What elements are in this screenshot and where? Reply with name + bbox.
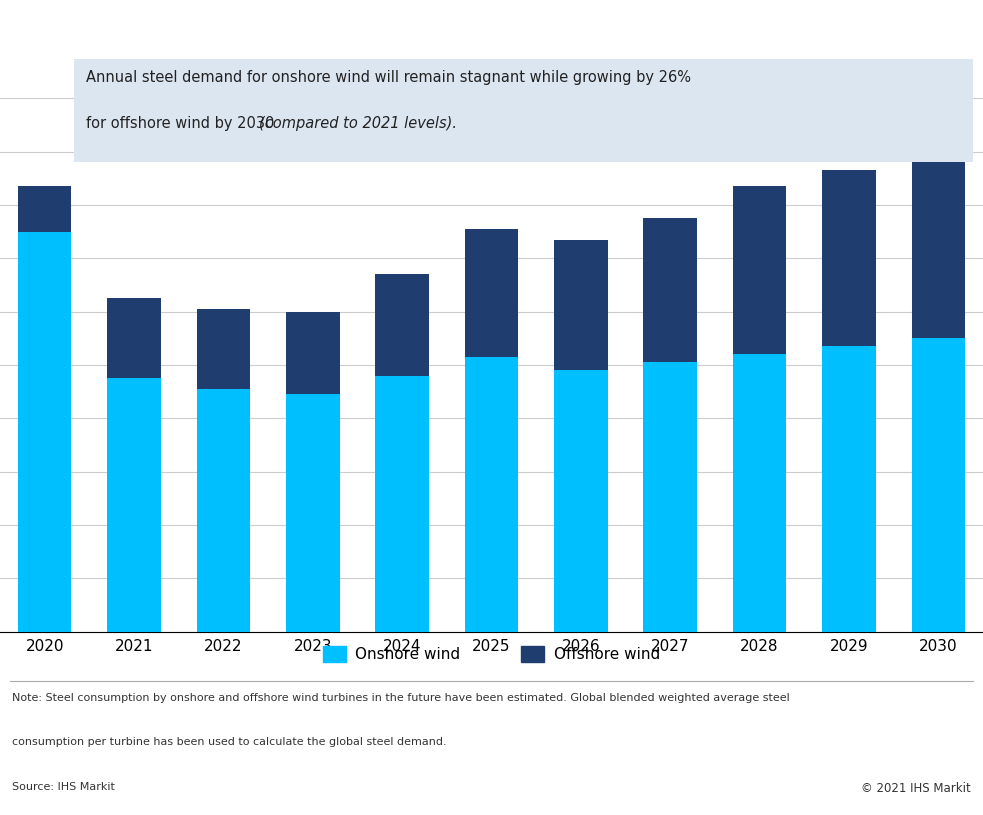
Text: Source: IHS Markit: Source: IHS Markit — [12, 782, 115, 791]
Bar — [107, 378, 161, 632]
Text: consumption per turbine has been used to calculate the global steel demand.: consumption per turbine has been used to… — [12, 738, 446, 747]
Bar — [286, 394, 339, 632]
Text: Annual steel consumption by the wind sector by technology, 2020 - 30: Annual steel consumption by the wind sec… — [15, 13, 760, 32]
Bar — [732, 355, 786, 632]
Bar — [822, 170, 876, 346]
Bar — [197, 389, 251, 632]
Text: © 2021 IHS Markit: © 2021 IHS Markit — [861, 782, 971, 795]
FancyBboxPatch shape — [74, 59, 973, 162]
Bar — [554, 240, 607, 370]
Bar — [376, 376, 429, 632]
Legend: Onshore wind, Offshore wind: Onshore wind, Offshore wind — [323, 646, 660, 662]
Bar — [822, 346, 876, 632]
Bar — [644, 362, 697, 632]
Text: Annual steel demand for onshore wind will remain stagnant while growing by 26%: Annual steel demand for onshore wind wil… — [86, 70, 690, 85]
Bar — [197, 309, 251, 389]
Bar — [107, 298, 161, 378]
Bar — [286, 311, 339, 394]
Bar — [911, 338, 965, 632]
Bar — [465, 357, 518, 632]
Bar — [644, 218, 697, 362]
Bar — [732, 186, 786, 355]
Text: Note: Steel consumption by onshore and offshore wind turbines in the future have: Note: Steel consumption by onshore and o… — [12, 693, 789, 703]
Text: for offshore wind by 2030: for offshore wind by 2030 — [86, 116, 278, 131]
Bar — [18, 186, 72, 231]
Bar — [465, 229, 518, 357]
Bar — [554, 370, 607, 632]
Bar — [18, 231, 72, 632]
Text: (compared to 2021 levels).: (compared to 2021 levels). — [260, 116, 457, 131]
Bar — [911, 156, 965, 338]
Bar — [376, 274, 429, 376]
